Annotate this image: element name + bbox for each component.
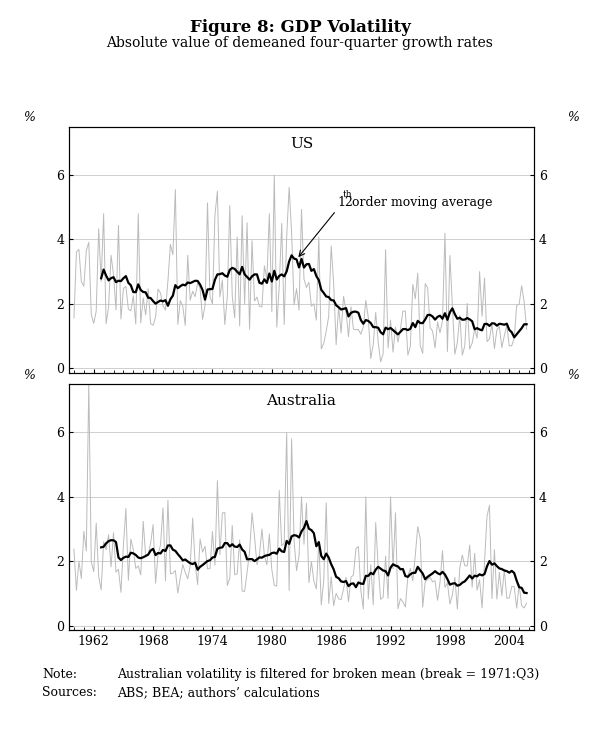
Text: Figure 8: GDP Volatility: Figure 8: GDP Volatility [190, 19, 410, 36]
Text: 12: 12 [338, 196, 353, 209]
Text: Australian volatility is filtered for broken mean (break = 1971:Q3): Australian volatility is filtered for br… [117, 668, 539, 680]
Text: %: % [23, 369, 35, 382]
Text: ABS; BEA; authors’ calculations: ABS; BEA; authors’ calculations [117, 686, 320, 699]
Text: US: US [290, 137, 313, 151]
Text: Note:: Note: [42, 668, 77, 680]
Text: order moving average: order moving average [349, 196, 493, 209]
Text: Absolute value of demeaned four-quarter growth rates: Absolute value of demeaned four-quarter … [107, 36, 493, 50]
Text: Australia: Australia [266, 394, 337, 408]
Text: Sources:: Sources: [42, 686, 97, 699]
Text: %: % [23, 111, 35, 125]
Text: th: th [343, 190, 353, 199]
Text: %: % [568, 369, 580, 382]
Text: %: % [568, 111, 580, 125]
